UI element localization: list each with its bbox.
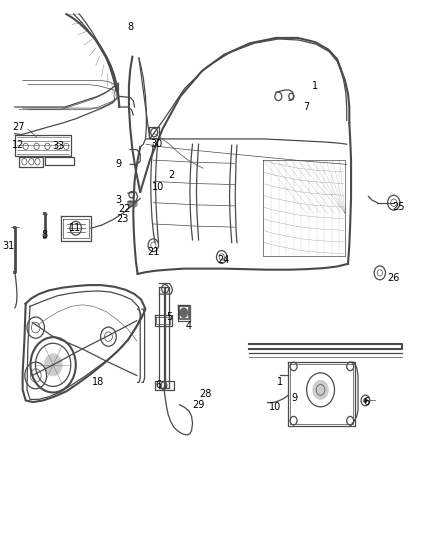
Text: 33: 33: [52, 141, 64, 151]
Text: 10: 10: [152, 182, 165, 192]
Text: 3: 3: [115, 195, 121, 205]
Text: 1: 1: [312, 81, 318, 91]
Text: 22: 22: [119, 204, 131, 214]
Circle shape: [44, 354, 62, 376]
Text: 2: 2: [169, 170, 175, 180]
Text: 6: 6: [364, 397, 370, 407]
Text: 4: 4: [186, 321, 192, 331]
Circle shape: [180, 308, 188, 318]
Text: 9: 9: [115, 159, 121, 169]
Circle shape: [131, 200, 138, 207]
Text: 8: 8: [127, 22, 133, 33]
Text: 27: 27: [12, 122, 25, 132]
Circle shape: [363, 398, 367, 403]
Text: 23: 23: [117, 214, 129, 224]
Text: 11: 11: [69, 223, 81, 233]
Text: 5: 5: [166, 312, 173, 322]
Circle shape: [127, 200, 133, 207]
Text: 6: 6: [155, 379, 162, 390]
Text: 10: 10: [269, 402, 281, 413]
Text: 21: 21: [147, 247, 159, 256]
Text: 1: 1: [276, 377, 283, 387]
Text: 26: 26: [388, 273, 400, 283]
Text: 12: 12: [12, 140, 25, 150]
Text: 25: 25: [393, 202, 405, 212]
Text: 30: 30: [150, 139, 162, 149]
Text: 9: 9: [291, 393, 297, 403]
Text: 7: 7: [304, 102, 310, 112]
Text: 28: 28: [199, 389, 212, 399]
Text: 24: 24: [218, 255, 230, 265]
Text: 31: 31: [2, 241, 14, 251]
Text: 29: 29: [192, 400, 205, 410]
Text: 18: 18: [92, 377, 105, 387]
Text: 8: 8: [41, 230, 47, 240]
Circle shape: [313, 380, 328, 399]
